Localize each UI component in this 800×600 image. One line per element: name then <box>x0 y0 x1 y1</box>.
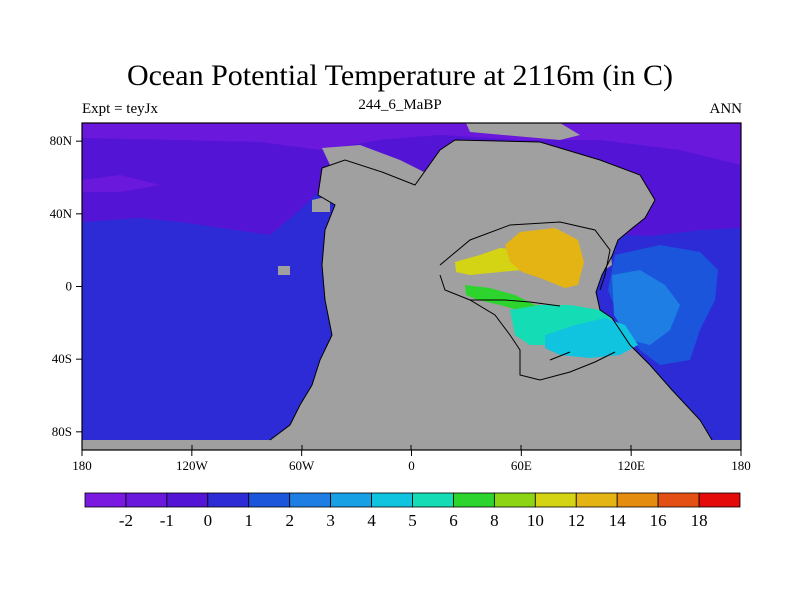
colorbar-label: 8 <box>490 511 499 530</box>
colorbar-label: 18 <box>691 511 708 530</box>
colorbar-label: 16 <box>650 511 667 530</box>
ocean-3c <box>612 270 680 345</box>
colorbar-swatch <box>534 492 577 508</box>
colorbar-swatch <box>698 492 741 508</box>
colorbar-swatch <box>84 492 127 508</box>
colorbar-label: 10 <box>527 511 544 530</box>
colorbar-swatch <box>575 492 618 508</box>
colorbar-label: 1 <box>245 511 254 530</box>
colorbar-label: 4 <box>367 511 376 530</box>
lat-tick-label: 80N <box>50 133 73 148</box>
lat-tick-label: 40S <box>52 351 72 366</box>
longitude-axis: 180 120W 60W 0 60E 120E 180 <box>72 450 751 473</box>
colorbar-swatch <box>289 492 332 508</box>
colorbar-label: 6 <box>449 511 458 530</box>
map-plot-area <box>82 123 741 450</box>
lon-tick-label: 60E <box>511 458 532 473</box>
lon-tick-label: 120E <box>617 458 645 473</box>
colorbar-swatch <box>207 492 250 508</box>
colorbar-swatch <box>166 492 209 508</box>
lon-tick-label: 180 <box>72 458 92 473</box>
ocean-5c <box>545 318 638 358</box>
latitude-axis: 80N 40N 0 40S 80S <box>50 133 82 439</box>
colorbar-label: 14 <box>609 511 627 530</box>
colorbar-label: 12 <box>568 511 585 530</box>
inner-ticks <box>191 445 632 450</box>
colorbar-swatch <box>248 492 291 508</box>
cold-patch <box>82 175 160 192</box>
coastlines <box>269 139 713 441</box>
colorbar-swatch <box>453 492 495 508</box>
lon-tick-label: 120W <box>176 458 209 473</box>
colorbar-swatch <box>412 492 454 508</box>
colorbar-swatch <box>330 492 372 508</box>
period-label: 244_6_MaBP <box>358 97 442 113</box>
colorbar-swatch <box>493 492 536 508</box>
lon-tick-label: 60W <box>289 458 315 473</box>
colorbar-label: -1 <box>160 511 174 530</box>
colorbar-label: 2 <box>285 511 294 530</box>
lon-tick-label: 0 <box>408 458 415 473</box>
ocean-14c <box>505 228 584 288</box>
colorbar-label: -2 <box>119 511 133 530</box>
land <box>82 123 741 450</box>
map-title: Ocean Potential Temperature at 2116m (in… <box>126 59 674 92</box>
season-label: ANN <box>709 101 743 117</box>
colorbar-swatch <box>371 492 413 508</box>
ocean-12c <box>455 248 522 275</box>
colorbar: -2 -1 0 1 2 3 4 5 6 8 10 12 14 16 18 <box>84 492 741 530</box>
lat-tick-label: 40N <box>50 206 73 221</box>
colorbar-label: 5 <box>408 511 417 530</box>
lat-tick-label: 0 <box>66 279 73 294</box>
colorbar-swatch <box>657 492 700 508</box>
lon-tick-label: 180 <box>731 458 751 473</box>
colorbar-label: 3 <box>326 511 335 530</box>
experiment-label: Expt = teyJx <box>82 101 158 117</box>
colorbar-label: 0 <box>204 511 213 530</box>
lat-tick-label: 80S <box>52 424 72 439</box>
colorbar-swatch <box>125 492 168 508</box>
colorbar-swatch <box>616 492 659 508</box>
